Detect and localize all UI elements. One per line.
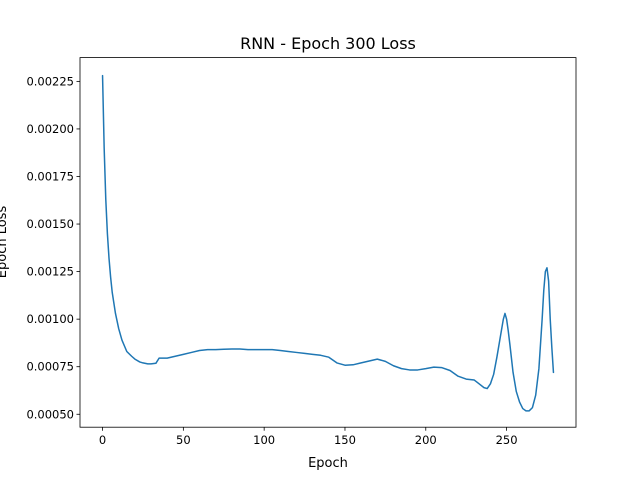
x-axis-label: Epoch xyxy=(308,456,348,471)
x-tick-label: 200 xyxy=(415,433,437,447)
y-axis: 0.00050 0.00075 0.00100 0.00125 0.00150 0.001… xyxy=(26,74,80,421)
plot-area xyxy=(80,57,576,428)
chart-title: RNN - Epoch 300 Loss xyxy=(240,34,416,53)
y-axis-label: Epoch Loss xyxy=(0,206,10,279)
x-tick-label: 150 xyxy=(334,433,356,447)
y-tick-label: 0.00175 xyxy=(26,169,74,183)
y-tick-label: 0.00200 xyxy=(26,122,74,136)
series-layer xyxy=(101,74,555,412)
y-tick-label: 0.00125 xyxy=(26,265,74,279)
y-tick-label: 0.00100 xyxy=(26,312,74,326)
y-tick-label: 0.00225 xyxy=(26,74,74,88)
x-axis: 0 50 100 150 200 250 xyxy=(99,427,518,447)
plot-frame xyxy=(79,57,577,428)
x-tick-label: 100 xyxy=(253,433,275,447)
y-tick-label: 0.00050 xyxy=(26,407,74,421)
x-tick-label: 250 xyxy=(496,433,518,447)
y-tick-label: 0.00150 xyxy=(26,217,74,231)
series-line-0 xyxy=(101,74,555,412)
y-tick-label: 0.00075 xyxy=(26,360,74,374)
x-tick-label: 0 xyxy=(99,433,106,447)
x-tick-label: 50 xyxy=(176,433,191,447)
